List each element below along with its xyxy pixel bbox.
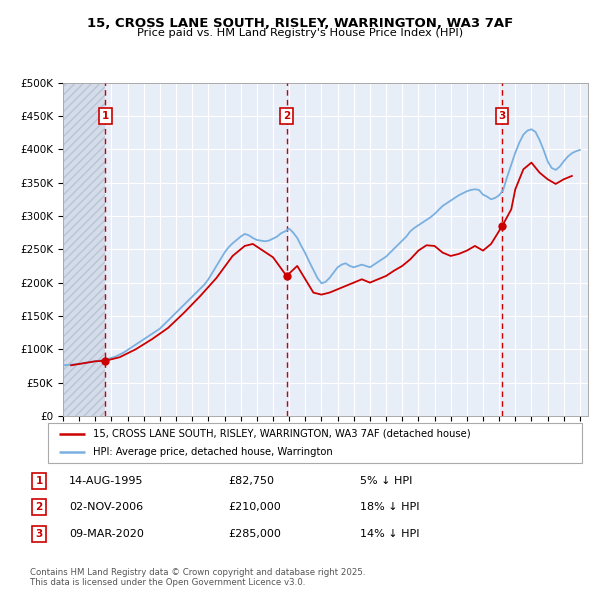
Text: 2: 2	[283, 111, 290, 121]
Text: 15, CROSS LANE SOUTH, RISLEY, WARRINGTON, WA3 7AF: 15, CROSS LANE SOUTH, RISLEY, WARRINGTON…	[87, 17, 513, 30]
Text: 3: 3	[35, 529, 43, 539]
Text: 5% ↓ HPI: 5% ↓ HPI	[360, 476, 412, 486]
Text: 15, CROSS LANE SOUTH, RISLEY, WARRINGTON, WA3 7AF (detached house): 15, CROSS LANE SOUTH, RISLEY, WARRINGTON…	[94, 429, 471, 439]
Text: 09-MAR-2020: 09-MAR-2020	[69, 529, 144, 539]
FancyBboxPatch shape	[48, 423, 582, 463]
Text: £285,000: £285,000	[228, 529, 281, 539]
Text: £210,000: £210,000	[228, 503, 281, 512]
Text: HPI: Average price, detached house, Warrington: HPI: Average price, detached house, Warr…	[94, 447, 333, 457]
Text: 1: 1	[101, 111, 109, 121]
Text: 18% ↓ HPI: 18% ↓ HPI	[360, 503, 419, 512]
Text: £82,750: £82,750	[228, 476, 274, 486]
Text: 14% ↓ HPI: 14% ↓ HPI	[360, 529, 419, 539]
Text: 1: 1	[35, 476, 43, 486]
Text: 02-NOV-2006: 02-NOV-2006	[69, 503, 143, 512]
Text: 3: 3	[499, 111, 506, 121]
Text: Contains HM Land Registry data © Crown copyright and database right 2025.
This d: Contains HM Land Registry data © Crown c…	[30, 568, 365, 587]
Bar	[63, 83, 106, 416]
Text: 2: 2	[35, 503, 43, 512]
Text: Price paid vs. HM Land Registry's House Price Index (HPI): Price paid vs. HM Land Registry's House …	[137, 28, 463, 38]
Text: 14-AUG-1995: 14-AUG-1995	[69, 476, 143, 486]
